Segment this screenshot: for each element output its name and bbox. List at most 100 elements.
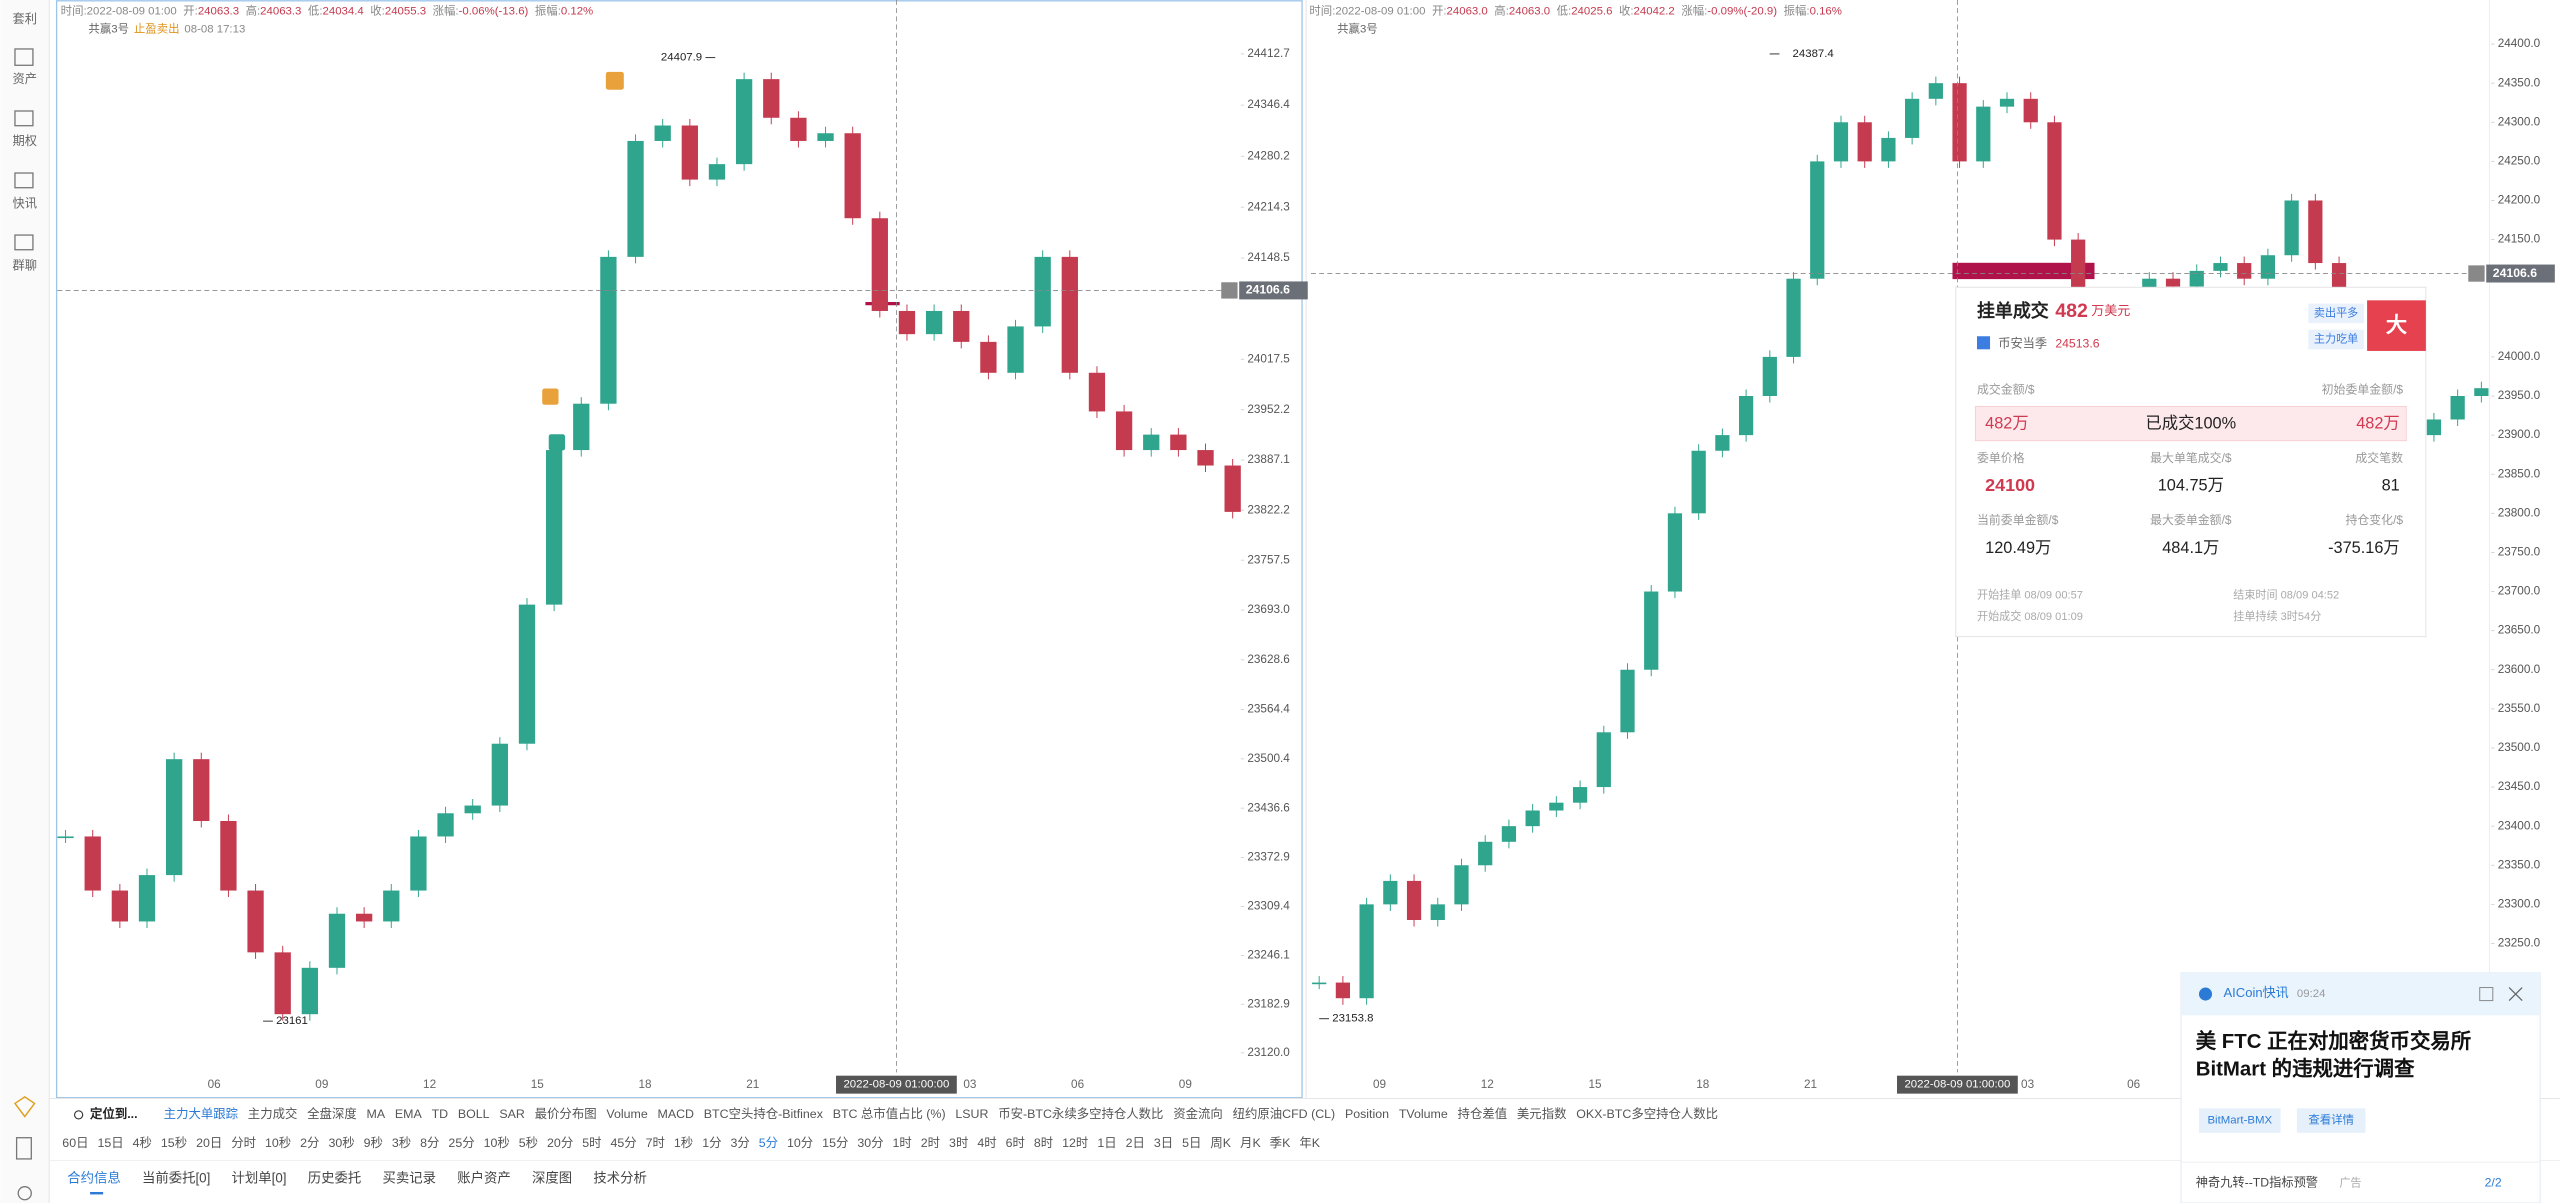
tab[interactable]: 当前委托[0] (142, 1169, 210, 1185)
crosshair-plus[interactable] (1221, 282, 1238, 299)
timeframe[interactable]: 2日 (1126, 1137, 1145, 1151)
indicator[interactable]: BTC空头持仓-Bitfinex (704, 1106, 824, 1121)
timeframe[interactable]: 3秒 (392, 1137, 411, 1151)
indicator[interactable]: 最价分布图 (535, 1107, 597, 1121)
tab[interactable]: 深度图 (532, 1170, 572, 1185)
timeframe[interactable]: 1分 (702, 1137, 721, 1151)
timeframe[interactable]: 季K (1270, 1137, 1291, 1151)
candle (790, 117, 807, 141)
phone-icon[interactable] (15, 1137, 32, 1160)
sidebar-item[interactable]: 快讯 (13, 196, 37, 210)
timeframe[interactable]: 5日 (1182, 1137, 1201, 1151)
news-ad[interactable]: 神奇九转--TD指标预警 (2196, 1175, 2318, 1190)
locate[interactable]: 定位到... (90, 1106, 138, 1121)
timeframe[interactable]: 2时 (921, 1137, 940, 1151)
timeframe[interactable]: 20日 (196, 1137, 222, 1151)
x-tick-label: 12 (423, 1078, 436, 1091)
indicator[interactable]: 资金流向 (1173, 1106, 1223, 1121)
timeframe[interactable]: 4秒 (133, 1137, 152, 1151)
news-tag[interactable]: 查看详情 (2308, 1113, 2354, 1127)
timeframe[interactable]: 10分 (787, 1137, 813, 1151)
indicator[interactable]: MA (367, 1107, 386, 1121)
timeframe[interactable]: 30秒 (328, 1137, 354, 1151)
sidebar-item[interactable]: 资产 (13, 72, 37, 86)
timeframe[interactable]: 20分 (547, 1137, 573, 1151)
timeframe[interactable]: 6时 (1006, 1137, 1025, 1151)
timeframe[interactable]: 4时 (977, 1137, 996, 1151)
news-tag[interactable]: BitMart-BMX (2207, 1115, 2272, 1127)
timeframe[interactable]: 2分 (300, 1137, 319, 1151)
timeframe[interactable]: 15分 (822, 1137, 848, 1151)
indicator[interactable]: TD (432, 1107, 449, 1121)
indicator[interactable]: Position (1345, 1107, 1389, 1121)
timeframe[interactable]: 10秒 (484, 1137, 510, 1151)
indicator[interactable]: MACD (658, 1107, 695, 1121)
timeframe[interactable]: 分时 (231, 1137, 256, 1151)
indicator[interactable]: 美元指数 (1517, 1106, 1567, 1121)
timeframe[interactable]: 5时 (582, 1137, 601, 1151)
info-value: 24063.3 (198, 5, 239, 17)
y-tick-label: 23182.9 (1247, 997, 1289, 1010)
timeframe[interactable]: 8时 (1034, 1137, 1053, 1151)
timeframe[interactable]: 7时 (646, 1137, 665, 1151)
timeframe[interactable]: 10秒 (265, 1137, 291, 1151)
indicator[interactable]: 主力大单跟踪 (164, 1107, 238, 1121)
timeframe[interactable]: 3时 (949, 1137, 968, 1151)
indicator[interactable]: Volume (606, 1107, 647, 1121)
crosshair-plus[interactable] (2468, 265, 2485, 282)
timeframe[interactable]: 年K (1299, 1137, 1320, 1151)
timeframe[interactable]: 45分 (610, 1137, 636, 1151)
news-headline[interactable]: 美 FTC 正在对加密货币交易所 BitMart 的违规进行调查 (2195, 1029, 2472, 1081)
candle (220, 820, 237, 891)
timeframe[interactable]: 月K (1240, 1137, 1261, 1151)
sidebar-item[interactable]: 期权 (13, 134, 37, 148)
timeframe[interactable]: 9秒 (364, 1137, 383, 1151)
indicator[interactable]: BOLL (458, 1107, 490, 1121)
timeframe[interactable]: 5秒 (519, 1137, 538, 1151)
tab[interactable]: 计划单[0] (232, 1170, 287, 1185)
timeframe[interactable]: 30分 (857, 1137, 883, 1151)
indicator[interactable]: LSUR (955, 1107, 988, 1121)
news-tag-bg[interactable] (2296, 1108, 2366, 1133)
timeframe[interactable]: 12时 (1062, 1137, 1088, 1151)
timeframe[interactable]: 60日 (62, 1137, 88, 1151)
tab[interactable]: 买卖记录 (382, 1170, 436, 1185)
indicator[interactable]: SAR (499, 1107, 525, 1121)
timeframe[interactable]: 3日 (1154, 1137, 1173, 1151)
timeframe[interactable]: 1秒 (674, 1137, 693, 1151)
indicator[interactable]: 主力成交 (248, 1106, 298, 1121)
sidebar-item[interactable]: 群聊 (13, 258, 37, 272)
indicator[interactable]: 纽约原油CFD (CL) (1233, 1106, 1336, 1121)
indicator[interactable]: OKX-BTC多空持仓人数比 (1576, 1106, 1718, 1121)
indicator[interactable]: 全盘深度 (307, 1106, 357, 1121)
indicator[interactable]: 币安-BTC永续多空持仓人数比 (998, 1106, 1163, 1121)
timeframe[interactable]: 15日 (97, 1137, 123, 1151)
tab[interactable]: 技术分析 (593, 1170, 647, 1185)
candle (2260, 255, 2276, 279)
candle (708, 164, 726, 180)
tab[interactable]: 历史委托 (308, 1170, 362, 1185)
y-tick-label: 24148.5 (1247, 251, 1290, 264)
timeframe[interactable]: 3分 (730, 1137, 749, 1151)
tab[interactable]: 账户资产 (457, 1169, 511, 1185)
timeframe[interactable]: 15秒 (161, 1137, 187, 1151)
timeframe[interactable]: 周K (1210, 1137, 1231, 1151)
news-close[interactable] (2508, 987, 2523, 1002)
tab[interactable]: 合约信息 (67, 1169, 121, 1185)
crosshair-price-box (1239, 281, 1308, 300)
timeframe[interactable]: 5分 (759, 1137, 778, 1151)
settings-icon[interactable] (17, 1186, 32, 1201)
indicator[interactable]: TVolume (1399, 1107, 1448, 1121)
indicator[interactable]: 持仓差值 (1458, 1106, 1508, 1121)
news-open[interactable] (2479, 987, 2494, 1002)
vip-icon[interactable] (13, 1096, 36, 1118)
sidebar-item[interactable]: 套利 (13, 12, 37, 26)
news-tag-bg[interactable] (2198, 1108, 2281, 1133)
timeframe[interactable]: 1日 (1097, 1137, 1116, 1151)
timeframe[interactable]: 8分 (420, 1137, 439, 1151)
timeframe[interactable]: 25分 (448, 1137, 474, 1151)
indicator[interactable]: EMA (395, 1107, 423, 1121)
indicator[interactable]: BTC 总市值占比 (%) (833, 1106, 946, 1121)
news-page[interactable]: 2/2 (2485, 1176, 2502, 1190)
timeframe[interactable]: 1时 (893, 1137, 912, 1151)
